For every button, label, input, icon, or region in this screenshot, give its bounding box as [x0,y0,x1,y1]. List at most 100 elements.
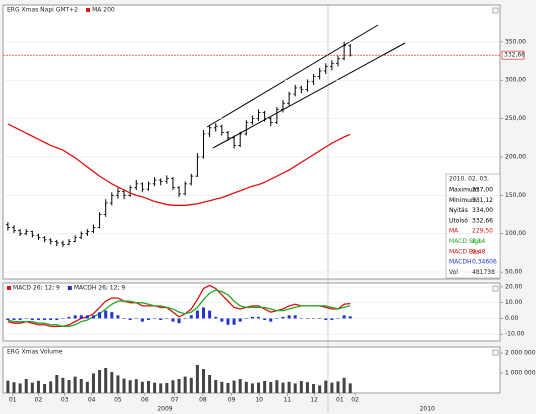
year-label: 2009 [157,406,172,413]
histogram-bar [305,318,309,319]
histogram-bar [226,318,230,325]
info-value: 8,14 [472,238,486,245]
histogram-bar [61,318,65,319]
volume-bar [324,380,328,393]
panel-button[interactable] [492,349,499,356]
volume-bar [312,384,316,393]
volume-bar [43,384,47,393]
info-value: 337,00 [472,187,493,194]
histogram-bar [110,312,114,319]
histogram-bar [244,318,248,319]
histogram-bar [189,315,193,319]
info-label: Minimum [449,197,477,204]
histogram-bar [281,316,285,319]
volume-bar [79,379,83,393]
legend-label: MACDH 26; 12; 9 [74,285,126,292]
legend-label: MACD 26; 12; 9 [13,285,60,292]
volume-bar [330,382,334,393]
histogram-bar [98,312,102,319]
volume-bar [24,379,28,393]
volume-bar [287,381,291,393]
histogram-bar [177,318,181,324]
info-label: Vol [449,269,458,276]
x-tick-label: 05 [114,397,122,404]
histogram-bar [36,318,40,321]
histogram-bar [330,318,334,321]
volume-bar [146,381,150,393]
histogram-bar [30,318,34,321]
volume-bar [116,375,120,393]
histogram-bar [85,315,89,319]
volume-bar [220,381,224,393]
volume-bar [18,383,22,393]
histogram-bar [49,318,53,321]
series-line [7,123,351,206]
volume-bar [305,382,309,393]
volume-bar [257,382,261,393]
last-price-box [501,50,525,60]
volume-bar [177,379,181,393]
y-tick-label: 150,00 [505,192,526,199]
volume-bar [183,376,187,393]
y-tick-label: 100,00 [505,230,526,237]
x-tick-label: 03 [61,397,69,404]
info-value: 481738 [472,269,495,276]
volume-bar [6,380,10,393]
info-label: Nyitás [449,207,468,214]
volume-bar [238,379,242,393]
info-label: MACD Sign [449,238,482,245]
panel-button[interactable] [492,285,499,292]
histogram-bar [257,316,261,319]
histogram-bar [312,318,316,319]
info-date: 2010. 02. 03. [449,176,489,183]
volume-bar [189,377,193,393]
y-tick-label: 50,00 [505,269,522,276]
info-label: Maximum [449,187,479,194]
histogram-bar [195,310,199,319]
channel-line-lower [212,42,406,149]
histogram-bar [104,310,108,319]
info-value: 0,34606 [472,259,497,266]
x-tick-label: 01 [9,397,17,404]
info-value: 332,66 [472,217,493,224]
volume-bar [348,383,352,393]
y-tick-label: 0.00 [505,315,519,322]
x-tick-label: 04 [88,397,96,404]
histogram-bar [67,316,71,319]
histogram-bar [214,316,218,319]
x-tick-label: 09 [228,397,236,404]
histogram-bar [183,318,187,319]
histogram-bar [43,318,47,321]
histogram-bar [342,315,346,319]
last-price-label: 332,66 [504,52,525,59]
volume-bar [91,373,95,393]
legend-swatch [86,8,91,12]
x-tick-label: 07 [171,397,179,404]
histogram-bar [91,315,95,319]
year-label: 2010 [420,406,435,413]
y-tick-label: 10.00 [505,299,522,306]
volume-bar [208,375,212,393]
legend-label: MA 200 [92,7,115,14]
info-value: 9,48 [472,248,486,255]
volume-bar [250,383,254,393]
info-label: Utolsó [449,217,468,224]
volume-bar [104,368,108,393]
y-tick-label: -10.00 [505,331,525,338]
volume-bar [159,383,163,393]
volume-bar [318,385,322,393]
histogram-bar [73,315,77,319]
panel-button[interactable] [492,7,499,14]
volume-bar [299,381,303,393]
info-value: 229,50 [472,228,493,235]
histogram-bar [299,318,303,319]
histogram-bar [122,318,126,319]
histogram-bar [146,318,150,321]
info-box-frame [445,173,501,279]
histogram-bar [238,318,242,322]
volume-bar [195,365,199,393]
y-tick-label: 350,00 [505,38,526,45]
info-label: MACDH [449,259,472,266]
x-tick-label: 06 [141,397,149,404]
